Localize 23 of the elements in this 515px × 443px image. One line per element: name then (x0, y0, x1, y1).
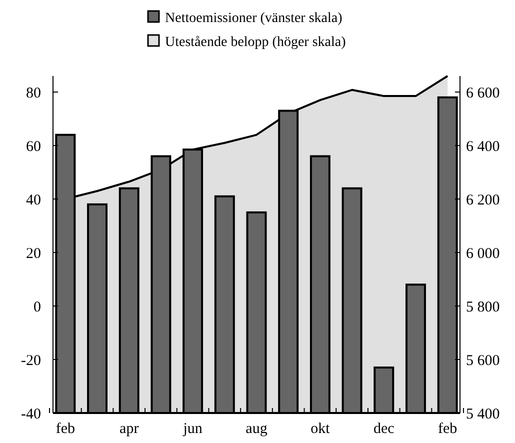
legend-label: Nettoemissioner (vänster skala) (165, 10, 343, 26)
y2-tick-label: 6 400 (466, 138, 500, 155)
x-tick-label: okt (310, 421, 331, 437)
y-tick-label: 0 (34, 299, 41, 316)
y-tick-label: 40 (26, 192, 41, 208)
legend-label: Utestående belopp (höger skala) (165, 34, 346, 50)
x-tick-label: apr (120, 421, 139, 437)
y2-tick-label: 5 600 (466, 352, 500, 369)
y-tick-label: 60 (26, 138, 41, 155)
x-tick-label: jun (182, 421, 203, 437)
y2-tick-label: 5 400 (466, 406, 500, 422)
x-tick-label: aug (246, 421, 268, 437)
y-tick-label: 20 (26, 246, 41, 262)
y2-tick-label: 5 800 (466, 299, 500, 316)
y-tick-label: -20 (21, 352, 41, 369)
x-tick-label: feb (438, 421, 458, 437)
x-tick-label: feb (56, 421, 75, 437)
x-tick-label: dec (373, 421, 395, 437)
y2-tick-label: 6 000 (466, 246, 500, 262)
y-tick-label: 80 (26, 85, 41, 102)
y2-tick-label: 6 200 (466, 192, 500, 208)
y-tick-label: -40 (21, 406, 41, 422)
y2-tick-label: 6 600 (466, 85, 500, 102)
